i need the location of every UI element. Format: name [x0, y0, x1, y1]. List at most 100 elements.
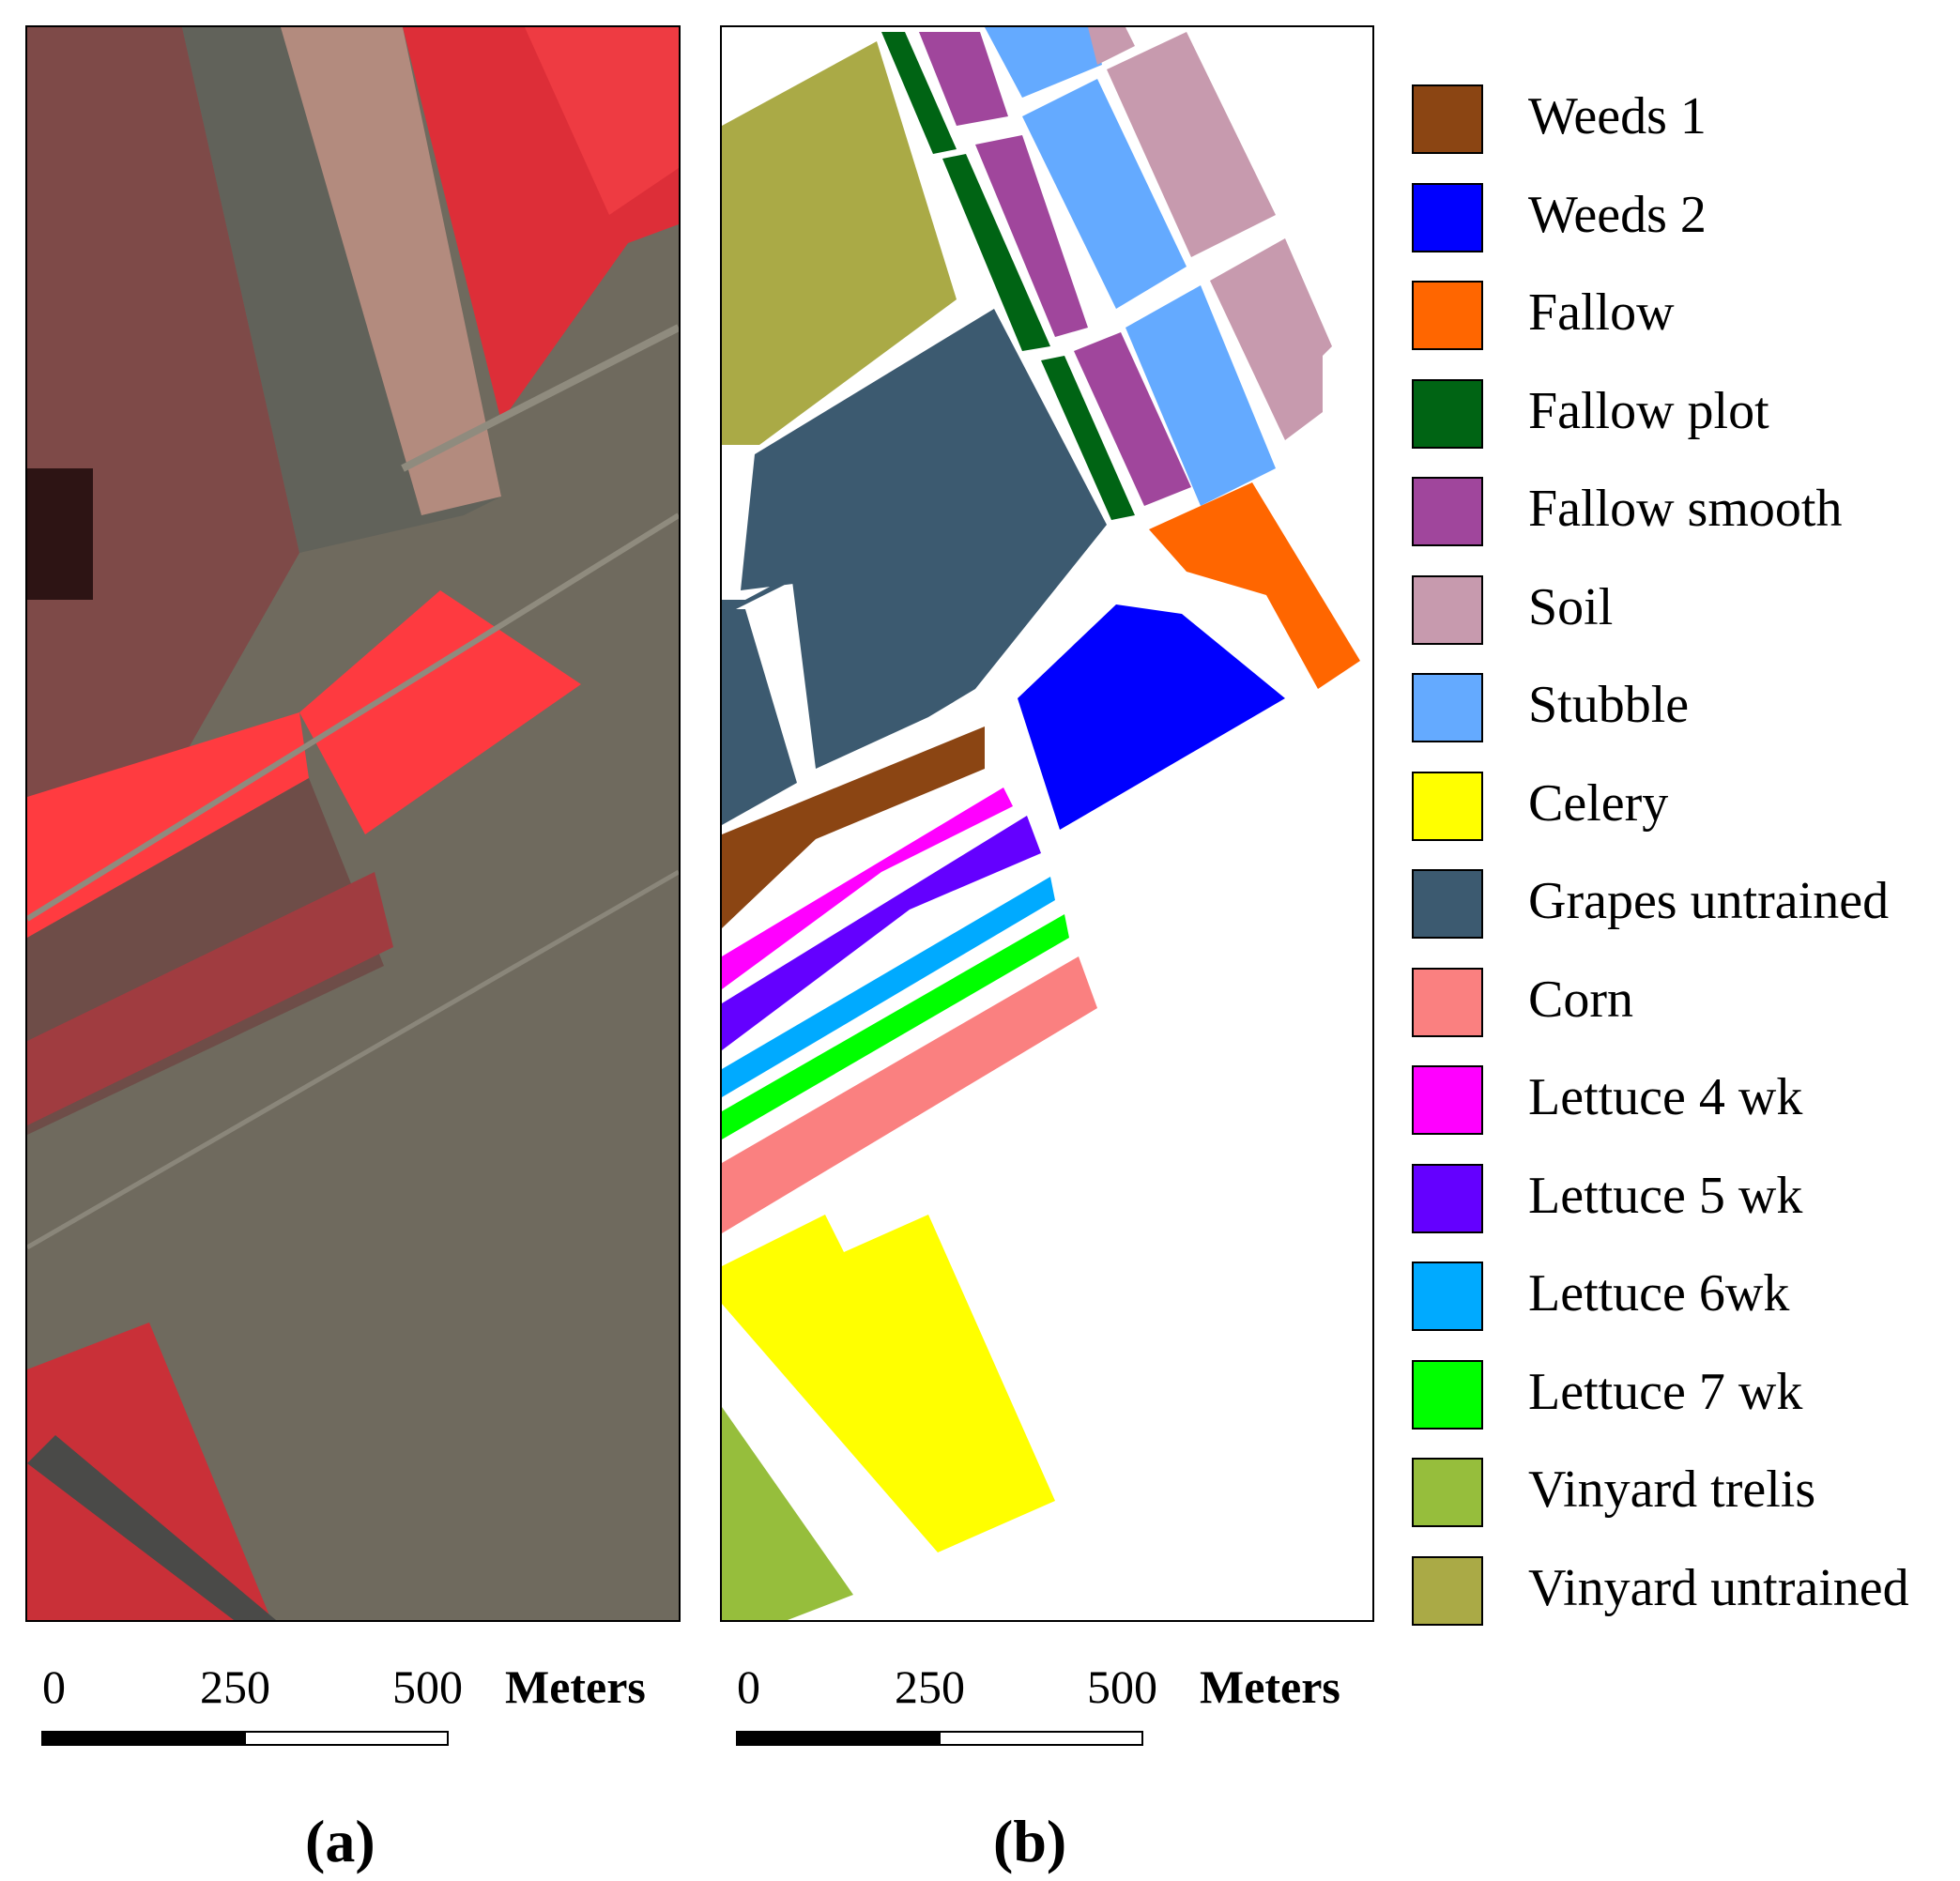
legend-swatch — [1412, 1065, 1483, 1135]
legend-item: Fallow — [1412, 281, 1956, 356]
legend-label: Fallow smooth — [1528, 480, 1843, 538]
region-grapes-untrained — [722, 309, 1107, 769]
pond — [27, 468, 93, 600]
field-tan-strip — [281, 27, 501, 515]
legend-item: Grapes untrained — [1412, 869, 1956, 944]
scale-tick-250: 250 — [200, 1660, 270, 1713]
legend-label: Fallow plot — [1528, 381, 1769, 440]
legend-label: Grapes untrained — [1528, 872, 1890, 930]
legend-swatch — [1412, 477, 1483, 546]
ground-truth-map — [720, 25, 1374, 1622]
legend-swatch — [1412, 1458, 1483, 1527]
legend-item: Corn — [1412, 967, 1956, 1043]
region-fallow — [1149, 482, 1360, 689]
legend-item: Lettuce 5 wk — [1412, 1163, 1956, 1239]
road-upper — [401, 324, 679, 472]
legend-item: Lettuce 7 wk — [1412, 1359, 1956, 1435]
legend-item: Fallow smooth — [1412, 477, 1956, 552]
legend-label: Fallow — [1528, 283, 1675, 342]
region-stubble-1 — [985, 27, 1102, 98]
scale-tick-0: 0 — [737, 1660, 760, 1713]
region-corn — [722, 956, 1097, 1233]
field-dark-red — [27, 27, 299, 853]
legend-item: Stubble — [1412, 673, 1956, 748]
legend-swatch — [1412, 1555, 1483, 1626]
scale-tick-0: 0 — [42, 1660, 66, 1713]
legend-label: Weeds 1 — [1528, 87, 1707, 145]
scale-tick-500: 500 — [392, 1660, 463, 1713]
legend-label: Celery — [1528, 773, 1669, 833]
legend-swatch — [1412, 1359, 1483, 1430]
legend-swatch — [1412, 574, 1483, 645]
scale-tick-500: 500 — [1087, 1660, 1157, 1713]
scale-segment-white — [939, 1731, 1143, 1746]
legend-swatch — [1412, 673, 1483, 742]
legend-label: Vinyard untrained — [1528, 1558, 1909, 1617]
region-stubble-3 — [1125, 285, 1276, 506]
legend-label: Vinyard trelis — [1528, 1460, 1816, 1519]
legend-item: Weeds 2 — [1412, 182, 1956, 258]
field-bright-red-center — [299, 590, 581, 834]
scale-segment-white — [244, 1731, 449, 1746]
region-soil-1 — [1088, 27, 1135, 65]
legend-item: Soil — [1412, 574, 1956, 650]
legend-label: Stubble — [1528, 676, 1690, 734]
region-lettuce-4wk — [722, 788, 1013, 989]
satellite-image — [25, 25, 681, 1622]
legend-swatch — [1412, 378, 1483, 449]
legend-swatch — [1412, 967, 1483, 1037]
legend-item: Vinyard untrained — [1412, 1555, 1956, 1631]
region-fallow-smooth-2 — [975, 135, 1088, 337]
legend-item: Lettuce 4 wk — [1412, 1065, 1956, 1140]
legend-label: Corn — [1528, 970, 1633, 1029]
legend-label: Weeds 2 — [1528, 185, 1707, 244]
sublabel-b: (b) — [993, 1808, 1067, 1874]
region-celery — [722, 1215, 1055, 1552]
legend-swatch — [1412, 771, 1483, 841]
legend-label: Lettuce 7 wk — [1528, 1362, 1803, 1421]
legend-swatch — [1412, 1262, 1483, 1331]
scale-segment-black — [41, 1731, 246, 1746]
region-lettuce-5wk — [722, 816, 1041, 1050]
region-soil-2 — [1107, 32, 1276, 257]
road-lower — [27, 869, 679, 1250]
scale-unit: Meters — [1200, 1660, 1340, 1713]
legend-item: Vinyard trelis — [1412, 1458, 1956, 1533]
legend-item: Weeds 1 — [1412, 84, 1956, 160]
region-lettuce-6wk — [722, 877, 1055, 1097]
region-fallow-plot-1 — [881, 32, 957, 154]
region-lettuce-7wk — [722, 914, 1069, 1139]
road-diagonal — [27, 512, 679, 922]
ground-truth-canvas — [722, 27, 1360, 1620]
legend-swatch — [1412, 1163, 1483, 1233]
legend-item: Lettuce 6wk — [1412, 1262, 1956, 1337]
region-fallow-smooth-1 — [919, 32, 1008, 126]
sublabel-a: (a) — [305, 1808, 375, 1874]
legend-swatch — [1412, 84, 1483, 154]
region-vinyard-trelis — [722, 1407, 853, 1620]
legend-swatch — [1412, 281, 1483, 350]
legend-label: Lettuce 5 wk — [1528, 1166, 1803, 1225]
region-weeds-2 — [1018, 604, 1285, 830]
field-bright-red-left — [27, 712, 309, 938]
field-bright-red-top-2 — [525, 27, 679, 215]
satellite-image-canvas — [27, 27, 679, 1620]
field-bright-red-bottom — [27, 1323, 271, 1620]
legend-label: Soil — [1528, 577, 1614, 636]
region-fallow-smooth-3 — [1074, 332, 1191, 506]
legend-item: Fallow plot — [1412, 378, 1956, 454]
region-fallow-plot-3 — [1041, 356, 1135, 520]
region-soil-3 — [1210, 238, 1332, 440]
region-stubble-2 — [1022, 79, 1187, 309]
field-reddish-strip — [27, 872, 393, 1125]
highway — [27, 1435, 276, 1620]
legend-label: Lettuce 6wk — [1528, 1264, 1790, 1323]
scale-segment-black — [736, 1731, 941, 1746]
legend-item: Celery — [1412, 771, 1956, 847]
region-fallow-plot-2 — [942, 154, 1050, 351]
region-vinyard-untrained — [722, 41, 957, 445]
region-grapes-untrained-strip — [722, 609, 797, 825]
scale-tick-250: 250 — [895, 1660, 965, 1713]
legend-label: Lettuce 4 wk — [1528, 1068, 1803, 1126]
legend-swatch — [1412, 182, 1483, 252]
